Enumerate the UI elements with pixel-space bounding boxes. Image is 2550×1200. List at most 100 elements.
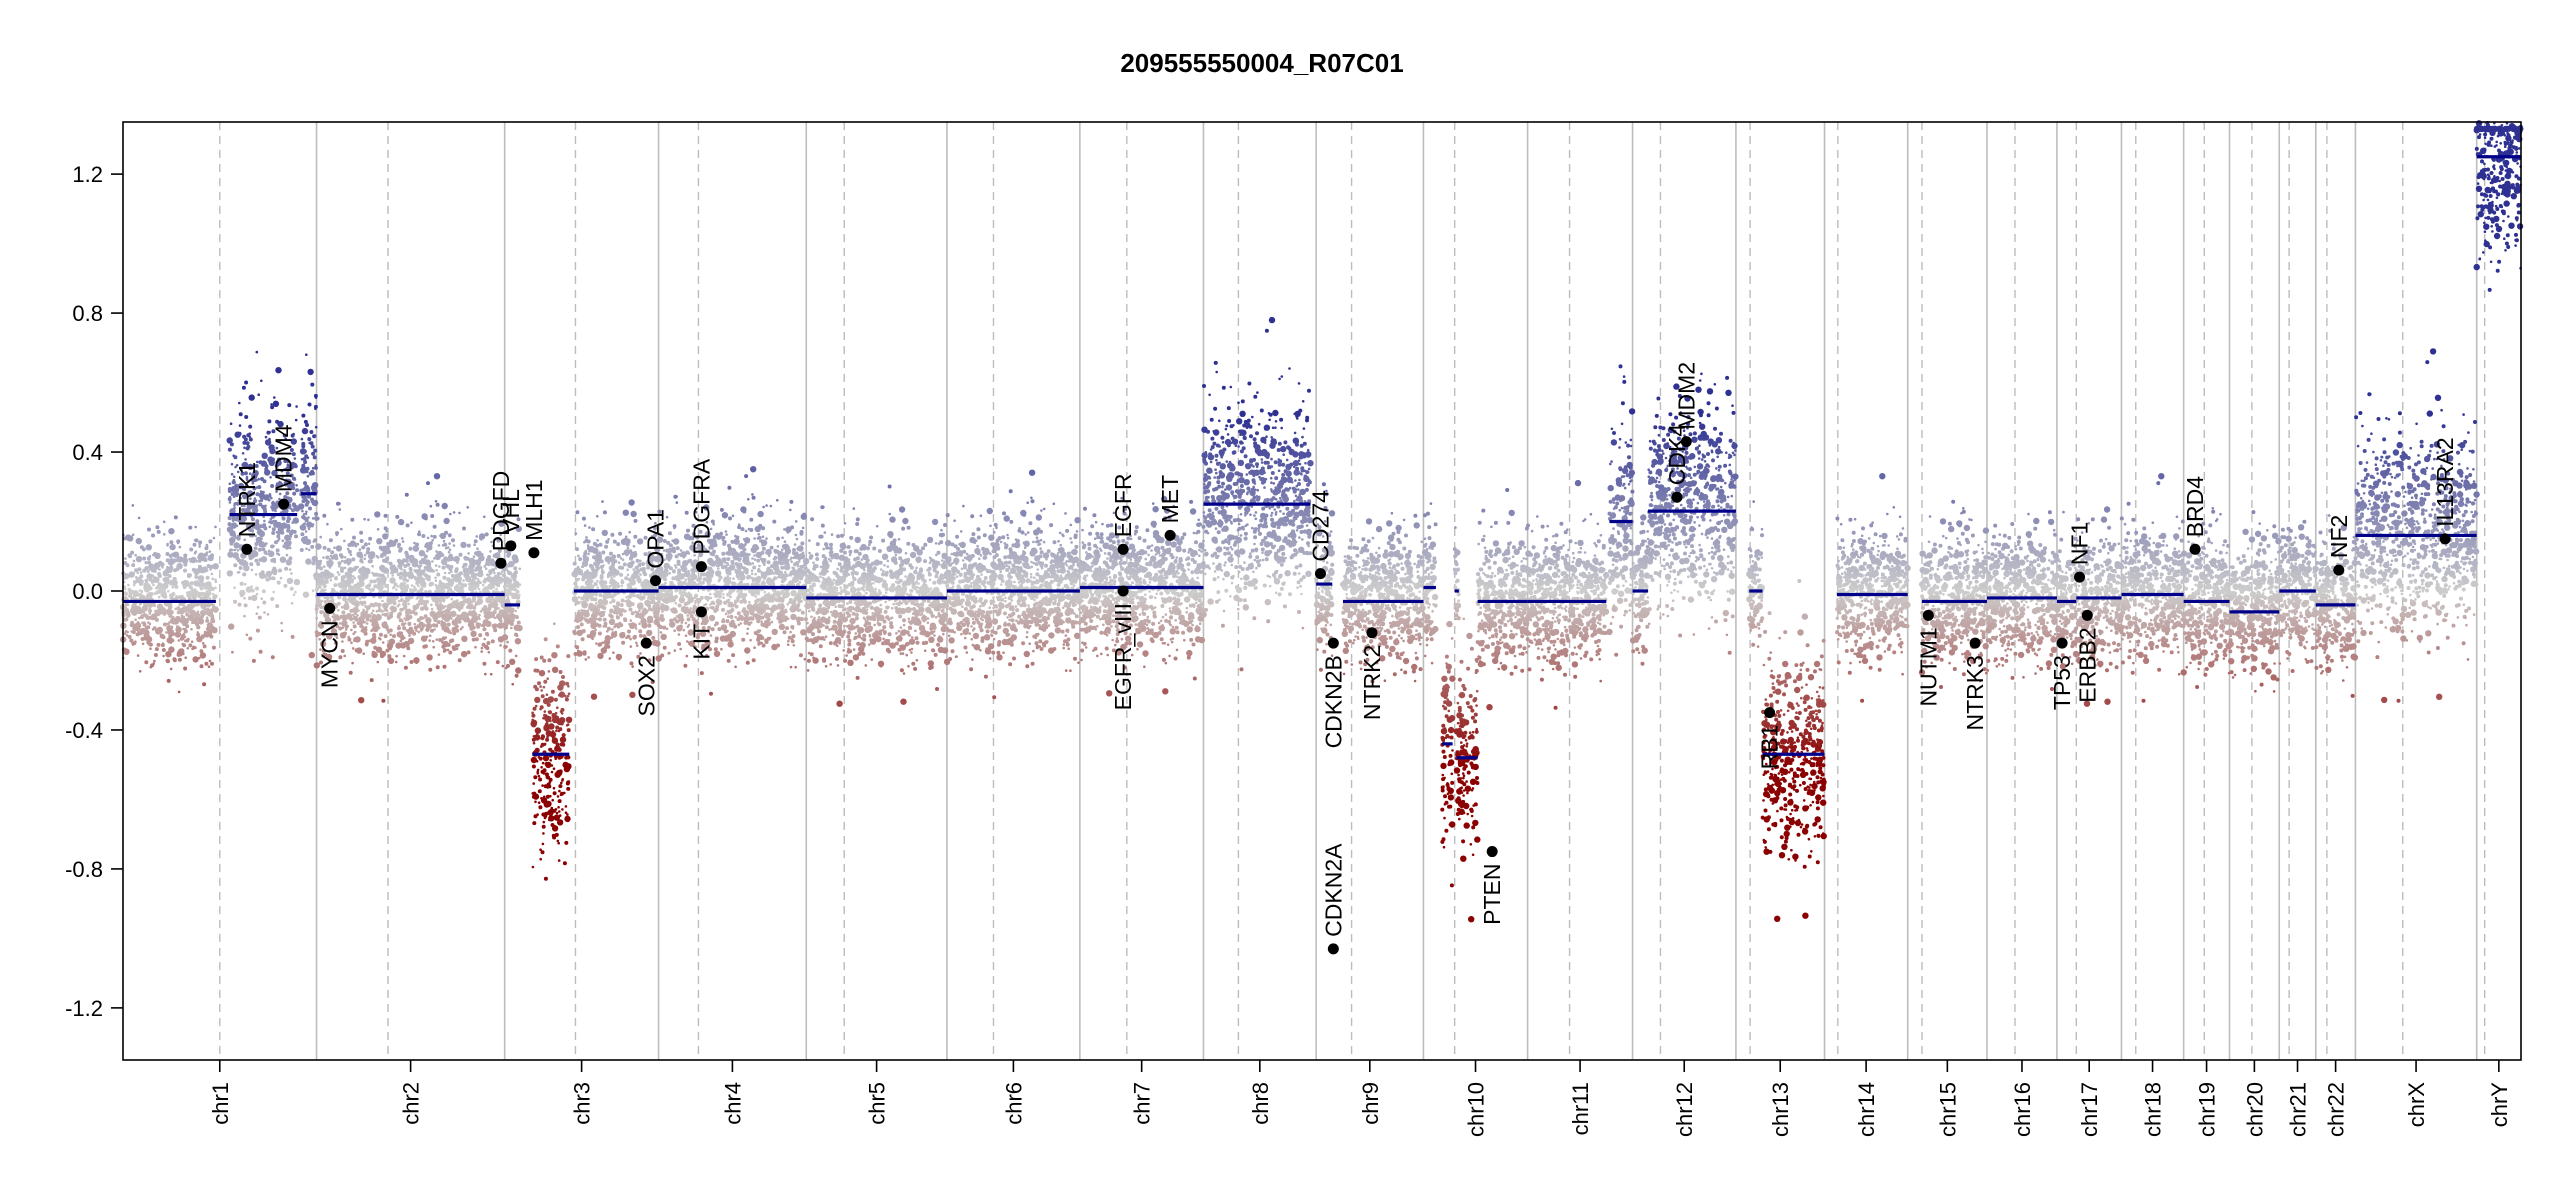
probe-point: [761, 580, 766, 585]
probe-point: [309, 430, 314, 434]
probe-point: [501, 634, 509, 641]
probe-point: [302, 449, 307, 454]
probe-point: [301, 427, 309, 435]
probe-point: [543, 816, 547, 820]
probe-point: [764, 612, 768, 616]
probe-point: [598, 642, 603, 647]
probe-point: [430, 607, 434, 611]
probe-point: [466, 600, 471, 604]
probe-point: [760, 620, 763, 623]
probe-point: [279, 529, 284, 534]
probe-point: [199, 664, 204, 669]
probe-point: [257, 615, 262, 620]
probe-point: [213, 594, 218, 599]
probe-point: [666, 569, 669, 573]
probe-point: [381, 641, 385, 644]
probe-point: [372, 625, 379, 633]
probe-point: [492, 538, 496, 542]
probe-point: [620, 579, 624, 582]
probe-point: [123, 609, 127, 613]
probe-point: [298, 503, 305, 510]
probe-point: [350, 641, 353, 644]
probe-point: [597, 617, 602, 622]
probe-point: [301, 444, 306, 449]
probe-point: [592, 555, 596, 560]
probe-point: [166, 580, 170, 585]
probe-point: [330, 573, 335, 578]
probe-point: [448, 587, 453, 592]
probe-point: [403, 570, 407, 573]
probe-point: [488, 558, 492, 562]
probe-point: [387, 654, 392, 659]
probe-point: [408, 546, 413, 551]
probe-point: [241, 452, 245, 455]
probe-point: [148, 577, 153, 582]
probe-point: [282, 468, 286, 471]
probe-point: [572, 629, 577, 634]
probe-point: [560, 712, 564, 715]
probe-point: [381, 622, 385, 625]
probe-point: [489, 672, 493, 676]
probe-point: [717, 537, 720, 540]
probe-point: [343, 654, 347, 658]
probe-point: [238, 566, 243, 570]
probe-point: [594, 602, 598, 605]
probe-point: [322, 565, 326, 568]
probe-point: [747, 498, 750, 501]
probe-point: [674, 594, 678, 599]
probe-point: [554, 771, 561, 778]
probe-point: [532, 782, 535, 785]
probe-point: [441, 502, 448, 510]
probe-point: [293, 578, 301, 586]
probe-point: [619, 612, 623, 617]
probe-point: [540, 735, 545, 740]
probe-point: [336, 601, 341, 606]
probe-point: [236, 549, 240, 552]
probe-point: [480, 650, 484, 653]
probe-point: [505, 645, 508, 648]
probe-point: [360, 572, 365, 577]
probe-point: [548, 710, 552, 715]
probe-point: [199, 614, 204, 619]
probe-point: [307, 402, 312, 407]
probe-point: [487, 563, 490, 567]
probe-point: [726, 610, 729, 613]
probe-point: [258, 572, 262, 576]
probe-point: [505, 626, 508, 630]
probe-point: [273, 521, 280, 528]
probe-point: [795, 537, 799, 541]
probe-point: [166, 638, 171, 643]
probe-point: [399, 642, 407, 649]
probe-point: [590, 693, 598, 700]
probe-point: [616, 542, 621, 547]
probe-point: [686, 617, 691, 622]
probe-point: [318, 577, 325, 584]
probe-point: [269, 476, 272, 479]
probe-point: [363, 557, 367, 561]
probe-point: [783, 574, 786, 577]
probe-point: [478, 622, 482, 626]
probe-point: [442, 575, 447, 580]
probe-point: [438, 579, 442, 583]
probe-point: [641, 608, 649, 615]
probe-point: [416, 624, 421, 629]
probe-point: [394, 660, 398, 664]
probe-point: [250, 568, 254, 572]
probe-point: [440, 553, 445, 557]
probe-point: [731, 514, 735, 518]
probe-point: [277, 468, 280, 472]
probe-point: [740, 527, 745, 532]
probe-point: [770, 578, 775, 583]
probe-point: [508, 571, 512, 576]
probe-point: [230, 472, 234, 476]
probe-point: [487, 650, 491, 654]
probe-point: [461, 611, 468, 618]
probe-point: [587, 552, 590, 556]
probe-point: [441, 644, 446, 649]
probe-point: [558, 814, 562, 817]
probe-point: [192, 656, 199, 663]
probe-point: [602, 564, 605, 567]
probe-point: [131, 641, 134, 645]
probe-point: [155, 586, 158, 590]
probe-point: [138, 593, 143, 597]
